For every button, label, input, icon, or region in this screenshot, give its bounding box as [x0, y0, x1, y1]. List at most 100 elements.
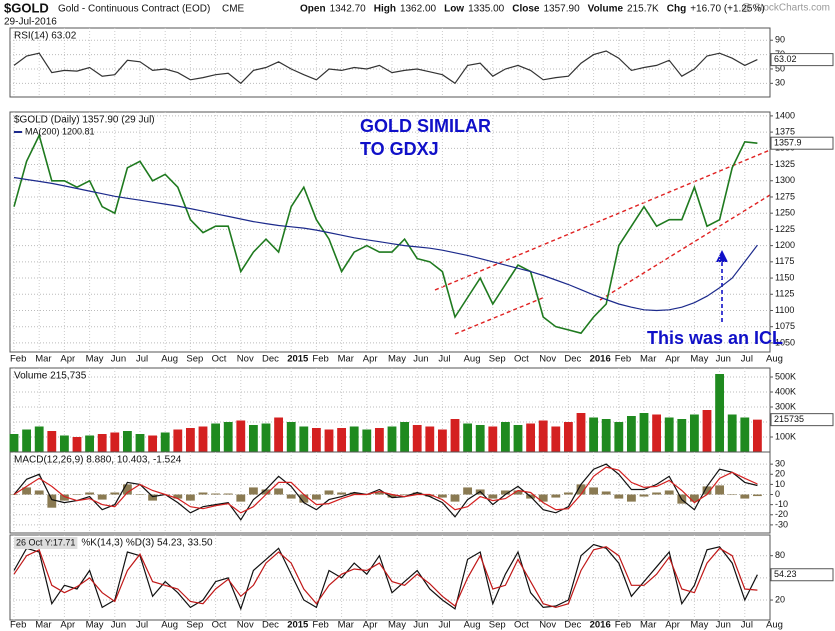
- bar: [425, 494, 435, 497]
- bar: [425, 426, 435, 452]
- x-tick-label: Feb: [10, 620, 26, 631]
- x-tick-label: 2015: [287, 354, 309, 365]
- x-tick-label: Nov: [539, 620, 556, 631]
- x-tick-label: Aug: [464, 620, 481, 631]
- y-tick-label: 50: [775, 63, 785, 73]
- value-box: [770, 53, 834, 67]
- quote-label: Volume: [588, 4, 624, 15]
- bar: [563, 422, 573, 452]
- quote-value: 1362.00: [400, 4, 437, 15]
- x-tick-label: Mar: [640, 620, 656, 631]
- bar: [148, 494, 158, 501]
- exchange: CME: [222, 4, 245, 15]
- y-tick-label: 20: [775, 594, 785, 604]
- x-tick-label: Oct: [212, 354, 227, 365]
- quote-value: 1335.00: [468, 4, 505, 15]
- bar: [387, 426, 397, 452]
- x-tick-label: Feb: [615, 354, 631, 365]
- y-tick-label: 300K: [775, 401, 796, 411]
- panel: [9, 451, 771, 534]
- x-tick-label: Dec: [262, 620, 279, 631]
- bar: [299, 494, 309, 503]
- bar: [22, 429, 32, 452]
- y-tick-label: 0: [775, 489, 780, 499]
- bar: [261, 489, 271, 495]
- value-box-label: 54.23: [774, 569, 797, 579]
- series-line: [13, 543, 758, 611]
- bar: [160, 432, 170, 452]
- x-tick-label: Jul: [136, 354, 148, 365]
- annotation: GOLD SIMILAR: [360, 116, 491, 136]
- bar: [387, 494, 397, 498]
- x-tick-label: Jun: [716, 354, 731, 365]
- bar: [9, 494, 19, 496]
- bar: [85, 435, 95, 452]
- bar: [72, 437, 82, 452]
- x-tick-label: Mar: [35, 354, 51, 365]
- bar: [349, 426, 359, 452]
- x-tick-label: Sep: [186, 354, 203, 365]
- instrument-name: Gold - Continuous Contract (EOD): [58, 4, 210, 15]
- bar: [59, 435, 69, 452]
- channel-line: [454, 296, 546, 335]
- y-tick-label: 80: [775, 550, 785, 560]
- bar: [752, 419, 762, 452]
- x-tick-label: Jun: [413, 354, 428, 365]
- bar: [47, 494, 57, 508]
- bar: [299, 426, 309, 452]
- bar: [500, 422, 510, 452]
- arrow-head: [716, 250, 728, 262]
- bar: [311, 428, 321, 452]
- bar: [450, 419, 460, 452]
- x-tick-label: 2016: [590, 354, 611, 365]
- panel-title: $GOLD (Daily) 1357.90 (29 Jul): [14, 115, 155, 126]
- x-tick-label: Feb: [10, 354, 26, 365]
- x-tick-label: May: [388, 354, 406, 365]
- x-tick-label: Mar: [338, 354, 354, 365]
- bar: [223, 422, 233, 452]
- bar: [626, 416, 636, 452]
- x-tick-label: 2016: [590, 620, 611, 631]
- x-tick-label: May: [86, 354, 104, 365]
- bar: [727, 414, 737, 452]
- bar: [614, 494, 624, 499]
- x-tick-label: Mar: [35, 620, 51, 631]
- bar: [740, 494, 750, 499]
- x-tick-label: Apr: [60, 620, 75, 631]
- note-bg: [14, 537, 78, 549]
- bar: [34, 426, 44, 452]
- y-tick-label: 1075: [775, 321, 795, 331]
- x-tick-label: Jul: [741, 354, 753, 365]
- legend-label: MA(200) 1200.81: [25, 126, 95, 136]
- quote-value: 1342.70: [330, 4, 367, 15]
- bar: [236, 494, 246, 502]
- note: 26 Oct Y:17.71: [16, 537, 75, 547]
- bar: [450, 494, 460, 502]
- bar: [374, 492, 384, 495]
- bar: [652, 414, 662, 452]
- x-tick-label: Dec: [564, 620, 581, 631]
- x-tick-label: Jul: [438, 620, 450, 631]
- bar: [513, 490, 523, 495]
- bar: [22, 487, 32, 495]
- bar: [551, 494, 561, 498]
- watermark: @ StockCharts.com: [741, 3, 830, 14]
- bar: [85, 492, 95, 495]
- bar: [400, 422, 410, 452]
- series-line: [13, 466, 758, 514]
- bar: [500, 490, 510, 495]
- x-tick-label: Apr: [665, 354, 680, 365]
- bar: [198, 492, 208, 495]
- x-tick-label: Aug: [766, 620, 783, 631]
- value-box: [770, 568, 834, 582]
- bar: [589, 487, 599, 495]
- y-tick-label: 10: [775, 479, 785, 489]
- date: 29-Jul-2016: [4, 17, 57, 28]
- bar: [324, 490, 334, 495]
- bar: [437, 429, 447, 452]
- bar: [702, 410, 712, 452]
- bar: [664, 417, 674, 452]
- bar: [47, 431, 57, 452]
- y-tick-label: -30: [775, 519, 788, 529]
